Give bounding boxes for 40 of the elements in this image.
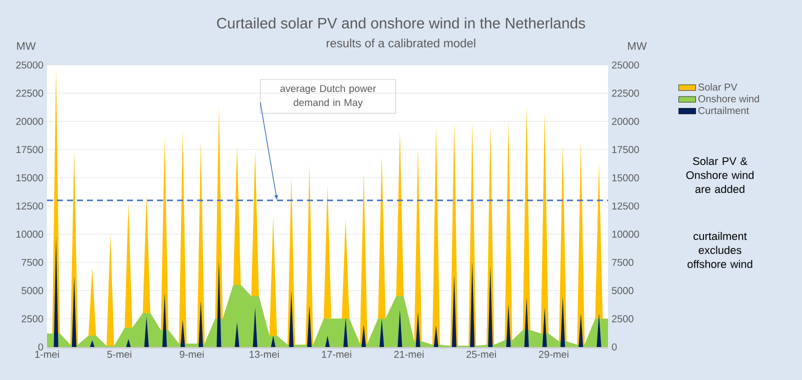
x-tick-label: 17-mei: [322, 350, 352, 358]
text: Solar PV & Onshore wind are added: [686, 156, 754, 194]
y2-tick-label: 12500: [612, 202, 639, 210]
y-tick-label: 10000: [16, 230, 44, 238]
y2-tick-label: 15000: [612, 174, 639, 182]
legend-label: Onshore wind: [698, 95, 759, 102]
y2-tick-label: 25000: [612, 61, 639, 69]
x-tick-label: 13-mei: [250, 350, 279, 358]
x-tick-label: 21-mei: [394, 350, 424, 358]
y2-axis-title: MW: [628, 42, 647, 50]
y2-tick-label: 17500: [612, 146, 639, 154]
annotation: average Dutch power demand in May: [280, 84, 376, 108]
chart-title: Curtailed solar PV and onshore wind in the Netherlands: [217, 17, 586, 28]
legend-label: Solar PV: [698, 83, 738, 91]
x-tick-label: 5-mei: [107, 350, 132, 358]
chart-subtitle: results of a calibrated model: [326, 38, 476, 48]
y-tick-label: 22500: [16, 90, 44, 97]
x-tick-label: 9-mei: [180, 350, 204, 358]
y-tick-label: 20000: [16, 118, 44, 125]
y-tick-label: 25000: [16, 61, 44, 69]
y2-tick-label: 10000: [612, 230, 639, 238]
y2-tick-label: 5000: [612, 287, 634, 294]
y-tick-label: 17500: [16, 146, 44, 154]
x-tick-label: 25-mei: [466, 350, 496, 358]
y-tick-label: 5000: [22, 287, 44, 294]
y-tick-label: 7500: [22, 258, 44, 266]
y-tick-label: 2500: [22, 315, 44, 322]
text: curtailment excludes offshore wind: [688, 232, 752, 268]
y-tick-label: 12500: [16, 202, 44, 210]
y-tick-label: 0: [38, 343, 44, 351]
x-tick-label: 29-mei: [538, 350, 568, 358]
y-axis-title: MW: [17, 42, 36, 50]
y2-tick-label: 2500: [612, 315, 634, 322]
y2-tick-label: 0: [612, 343, 617, 351]
y2-tick-label: 20000: [612, 118, 639, 125]
y2-tick-label: 7500: [612, 258, 634, 266]
y2-tick-label: 22500: [612, 90, 639, 97]
legend-label: Curtailment: [698, 106, 749, 114]
x-tick-label: 1-mei: [35, 350, 59, 358]
y-tick-label: 15000: [16, 174, 44, 182]
